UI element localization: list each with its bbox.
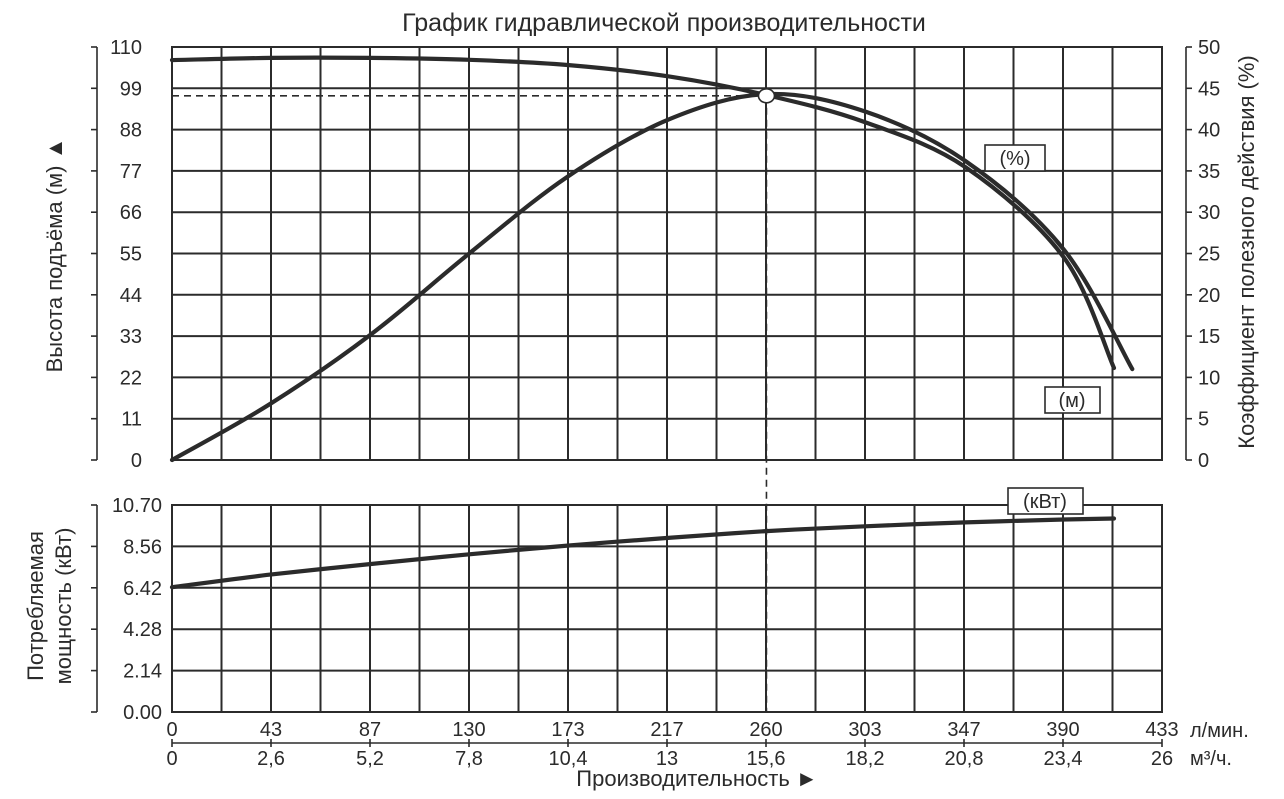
flow-axis-tick-label-lpm: 433	[1145, 719, 1178, 741]
power-axis: 0.00 2.14 4.28 6.42 8.56 10.70	[91, 495, 162, 724]
efficiency-axis-tick-label: 30	[1198, 202, 1220, 224]
operating-point-guides	[172, 95, 768, 712]
efficiency-axis-tick-label: 45	[1198, 78, 1220, 100]
head-efficiency-grid	[172, 47, 1162, 460]
flow-unit-m3h: м³/ч.	[1190, 748, 1232, 770]
efficiency-axis-tick-label: 5	[1198, 409, 1209, 431]
head-axis-tick-label: 11	[121, 409, 142, 431]
efficiency-axis-tick-label: 20	[1198, 285, 1220, 307]
flow-axis-tick-label-m3h: 20,8	[945, 748, 984, 770]
flow-axis-tick-label-m3h: 23,4	[1044, 748, 1083, 770]
flow-axis-tick-label-m3h: 13	[656, 748, 678, 770]
head-axis: 0 11 22 33 44 55 66 77 88 99 110	[91, 37, 142, 472]
head-curve	[169, 55, 1117, 371]
flow-axis-tick-label-lpm: 390	[1046, 719, 1079, 741]
head-axis-tick-label: 66	[120, 202, 142, 224]
power-axis-title-line2: мощность (кВт)	[51, 528, 76, 685]
flow-axis-tick-label-lpm: 217	[650, 719, 683, 741]
flow-unit-lpm: л/мин.	[1190, 720, 1249, 742]
efficiency-axis-tick-label: 15	[1198, 326, 1220, 348]
efficiency-axis-tick-label: 25	[1198, 244, 1220, 266]
head-axis-tick-label: 77	[120, 161, 142, 183]
efficiency-curve	[169, 91, 1135, 463]
efficiency-series-label-text: (%)	[999, 148, 1030, 170]
flow-axis-tick-label-lpm: 0	[166, 719, 177, 741]
flow-axis: 0 43 87 130 173 217 260 303 347 390 433 0 2,6 5,2 7,8 1…	[166, 719, 1178, 770]
flow-axis-tick-label-lpm: 260	[749, 719, 782, 741]
power-axis-tick-label: 2.14	[123, 661, 162, 683]
efficiency-axis-tick-label: 0	[1198, 450, 1209, 472]
flow-axis-tick-label-m3h: 0	[166, 748, 177, 770]
head-series-label: (м)	[1044, 386, 1101, 414]
efficiency-series-label: (%)	[984, 144, 1046, 172]
efficiency-axis-tick-label: 50	[1198, 37, 1220, 59]
efficiency-axis: 0 5 10 15 20 25 30 35 40 45 50	[1185, 37, 1220, 472]
flow-axis-tick-label-m3h: 2,6	[257, 748, 285, 770]
power-grid	[172, 505, 1162, 712]
flow-axis-title: Производительность ►	[576, 766, 817, 791]
head-axis-title: Высота подъёма (м) ▲	[42, 138, 67, 373]
efficiency-axis-tick-label: 10	[1198, 367, 1220, 389]
power-series-label-text: (кВт)	[1023, 491, 1067, 513]
power-axis-tick-label: 0.00	[123, 702, 162, 724]
power-curve	[169, 516, 1117, 590]
head-axis-tick-label: 88	[120, 120, 142, 142]
flow-axis-tick-label-m3h: 18,2	[846, 748, 885, 770]
operating-point-marker	[757, 88, 776, 104]
flow-axis-tick-label-lpm: 173	[551, 719, 584, 741]
head-axis-tick-label: 33	[120, 326, 142, 348]
chart-title: График гидравлической производительности	[402, 9, 926, 37]
flow-axis-tick-label-m3h: 5,2	[356, 748, 384, 770]
flow-axis-tick-label-lpm: 130	[452, 719, 485, 741]
flow-axis-tick-label-m3h: 15,6	[747, 748, 786, 770]
flow-axis-tick-label-lpm: 87	[359, 719, 381, 741]
flow-axis-tick-label-m3h: 26	[1151, 748, 1173, 770]
power-axis-tick-label: 4.28	[123, 619, 162, 641]
power-series-label: (кВт)	[1007, 487, 1084, 515]
efficiency-axis-tick-label: 35	[1198, 161, 1220, 183]
flow-axis-tick-label-lpm: 43	[260, 719, 282, 741]
power-axis-tick-label: 8.56	[123, 536, 162, 558]
head-series-label-text: (м)	[1058, 390, 1085, 412]
efficiency-axis-tick-label: 40	[1198, 120, 1220, 142]
head-axis-tick-label: 44	[120, 285, 142, 307]
power-axis-tick-label: 10.70	[112, 495, 162, 517]
head-efficiency-plot-frame	[171, 46, 1163, 461]
flow-axis-tick-label-lpm: 347	[947, 719, 980, 741]
power-axis-title-line1: Потребляемая	[23, 531, 48, 681]
power-plot-frame	[171, 504, 1163, 713]
flow-axis-tick-label-m3h: 10,4	[549, 748, 588, 770]
flow-axis-tick-label-lpm: 303	[848, 719, 881, 741]
head-axis-tick-label: 99	[120, 78, 142, 100]
efficiency-axis-title: Коэффициент полезного действия (%)	[1234, 55, 1259, 449]
head-axis-tick-label: 110	[110, 37, 142, 59]
flow-axis-tick-label-m3h: 7,8	[455, 748, 483, 770]
power-axis-tick-label: 6.42	[123, 578, 162, 600]
head-axis-tick-label: 0	[131, 450, 142, 472]
head-axis-tick-label: 55	[120, 244, 142, 266]
head-axis-tick-label: 22	[120, 367, 142, 389]
